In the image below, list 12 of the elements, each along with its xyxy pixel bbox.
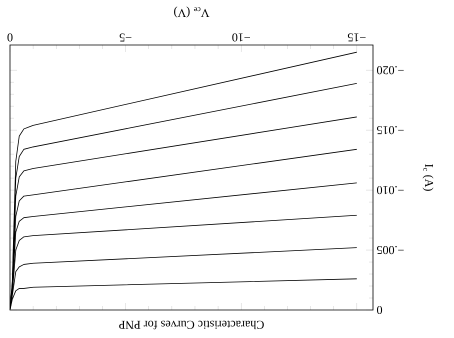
x-tick-label: 0 — [7, 33, 13, 42]
y-axis-title: I$_{c}$ (A) — [422, 164, 434, 191]
x-axis-title: V$_{ce}$ (V) — [174, 6, 210, 18]
y-tick-label: 0 — [377, 306, 382, 314]
y-tick-label: −.005 — [377, 246, 404, 254]
text: Characteristic Curves for PNP — [119, 320, 264, 330]
x-tick-label: −15 — [348, 33, 366, 42]
y-tick-label: −.015 — [377, 126, 404, 134]
x-tick-label: −5 — [120, 34, 132, 42]
y-tick-label: −.010 — [377, 186, 404, 194]
x-tick-label: −10 — [232, 33, 250, 42]
y-tick-label: −.020 — [377, 66, 404, 74]
